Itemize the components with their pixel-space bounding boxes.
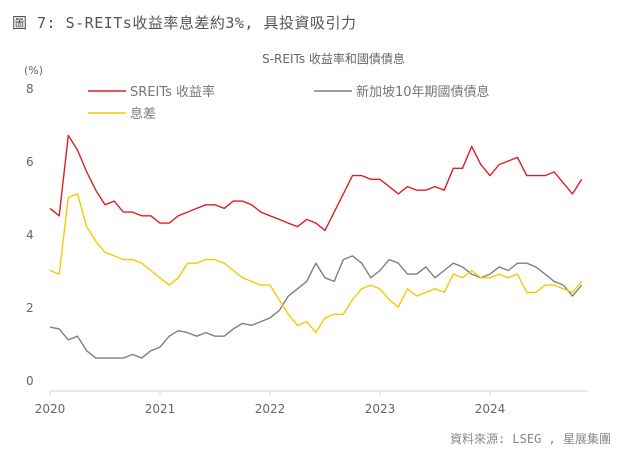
y-tick-label: 6 bbox=[26, 155, 34, 169]
legend-label-spread: 息差 bbox=[130, 106, 156, 122]
figure-title: 圖 7: S-REITs收益率息差約3%, 具投資吸引力 bbox=[12, 14, 357, 32]
y-tick-label: 4 bbox=[26, 228, 34, 242]
source-note: 資料來源: LSEG , 星展集團 bbox=[449, 432, 611, 446]
series-line-sreits bbox=[49, 134, 583, 232]
x-tick-label: 2023 bbox=[365, 402, 396, 416]
y-tick-label: 8 bbox=[26, 82, 34, 96]
y-axis: 0 2 4 6 8 bbox=[26, 82, 34, 388]
y-axis-unit-label: (%) bbox=[24, 64, 44, 77]
x-tick-label: 2020 bbox=[35, 402, 66, 416]
x-tick-label: 2022 bbox=[255, 402, 286, 416]
series-line-spread bbox=[49, 193, 583, 334]
legend-label-sreits: SREITs 收益率 bbox=[130, 84, 215, 100]
legend-label-govt: 新加坡10年期國債債息 bbox=[356, 84, 490, 100]
series-line-govt bbox=[49, 255, 583, 359]
y-tick-label: 2 bbox=[26, 301, 34, 315]
chart-title: S-REITs 收益率和國債債息 bbox=[262, 52, 405, 66]
x-axis: 2020 2021 2022 2023 2024 bbox=[35, 390, 588, 416]
x-tick-label: 2024 bbox=[475, 402, 506, 416]
series-lines bbox=[49, 134, 583, 359]
y-tick-label: 0 bbox=[26, 374, 34, 388]
x-tick-label: 2021 bbox=[145, 402, 176, 416]
